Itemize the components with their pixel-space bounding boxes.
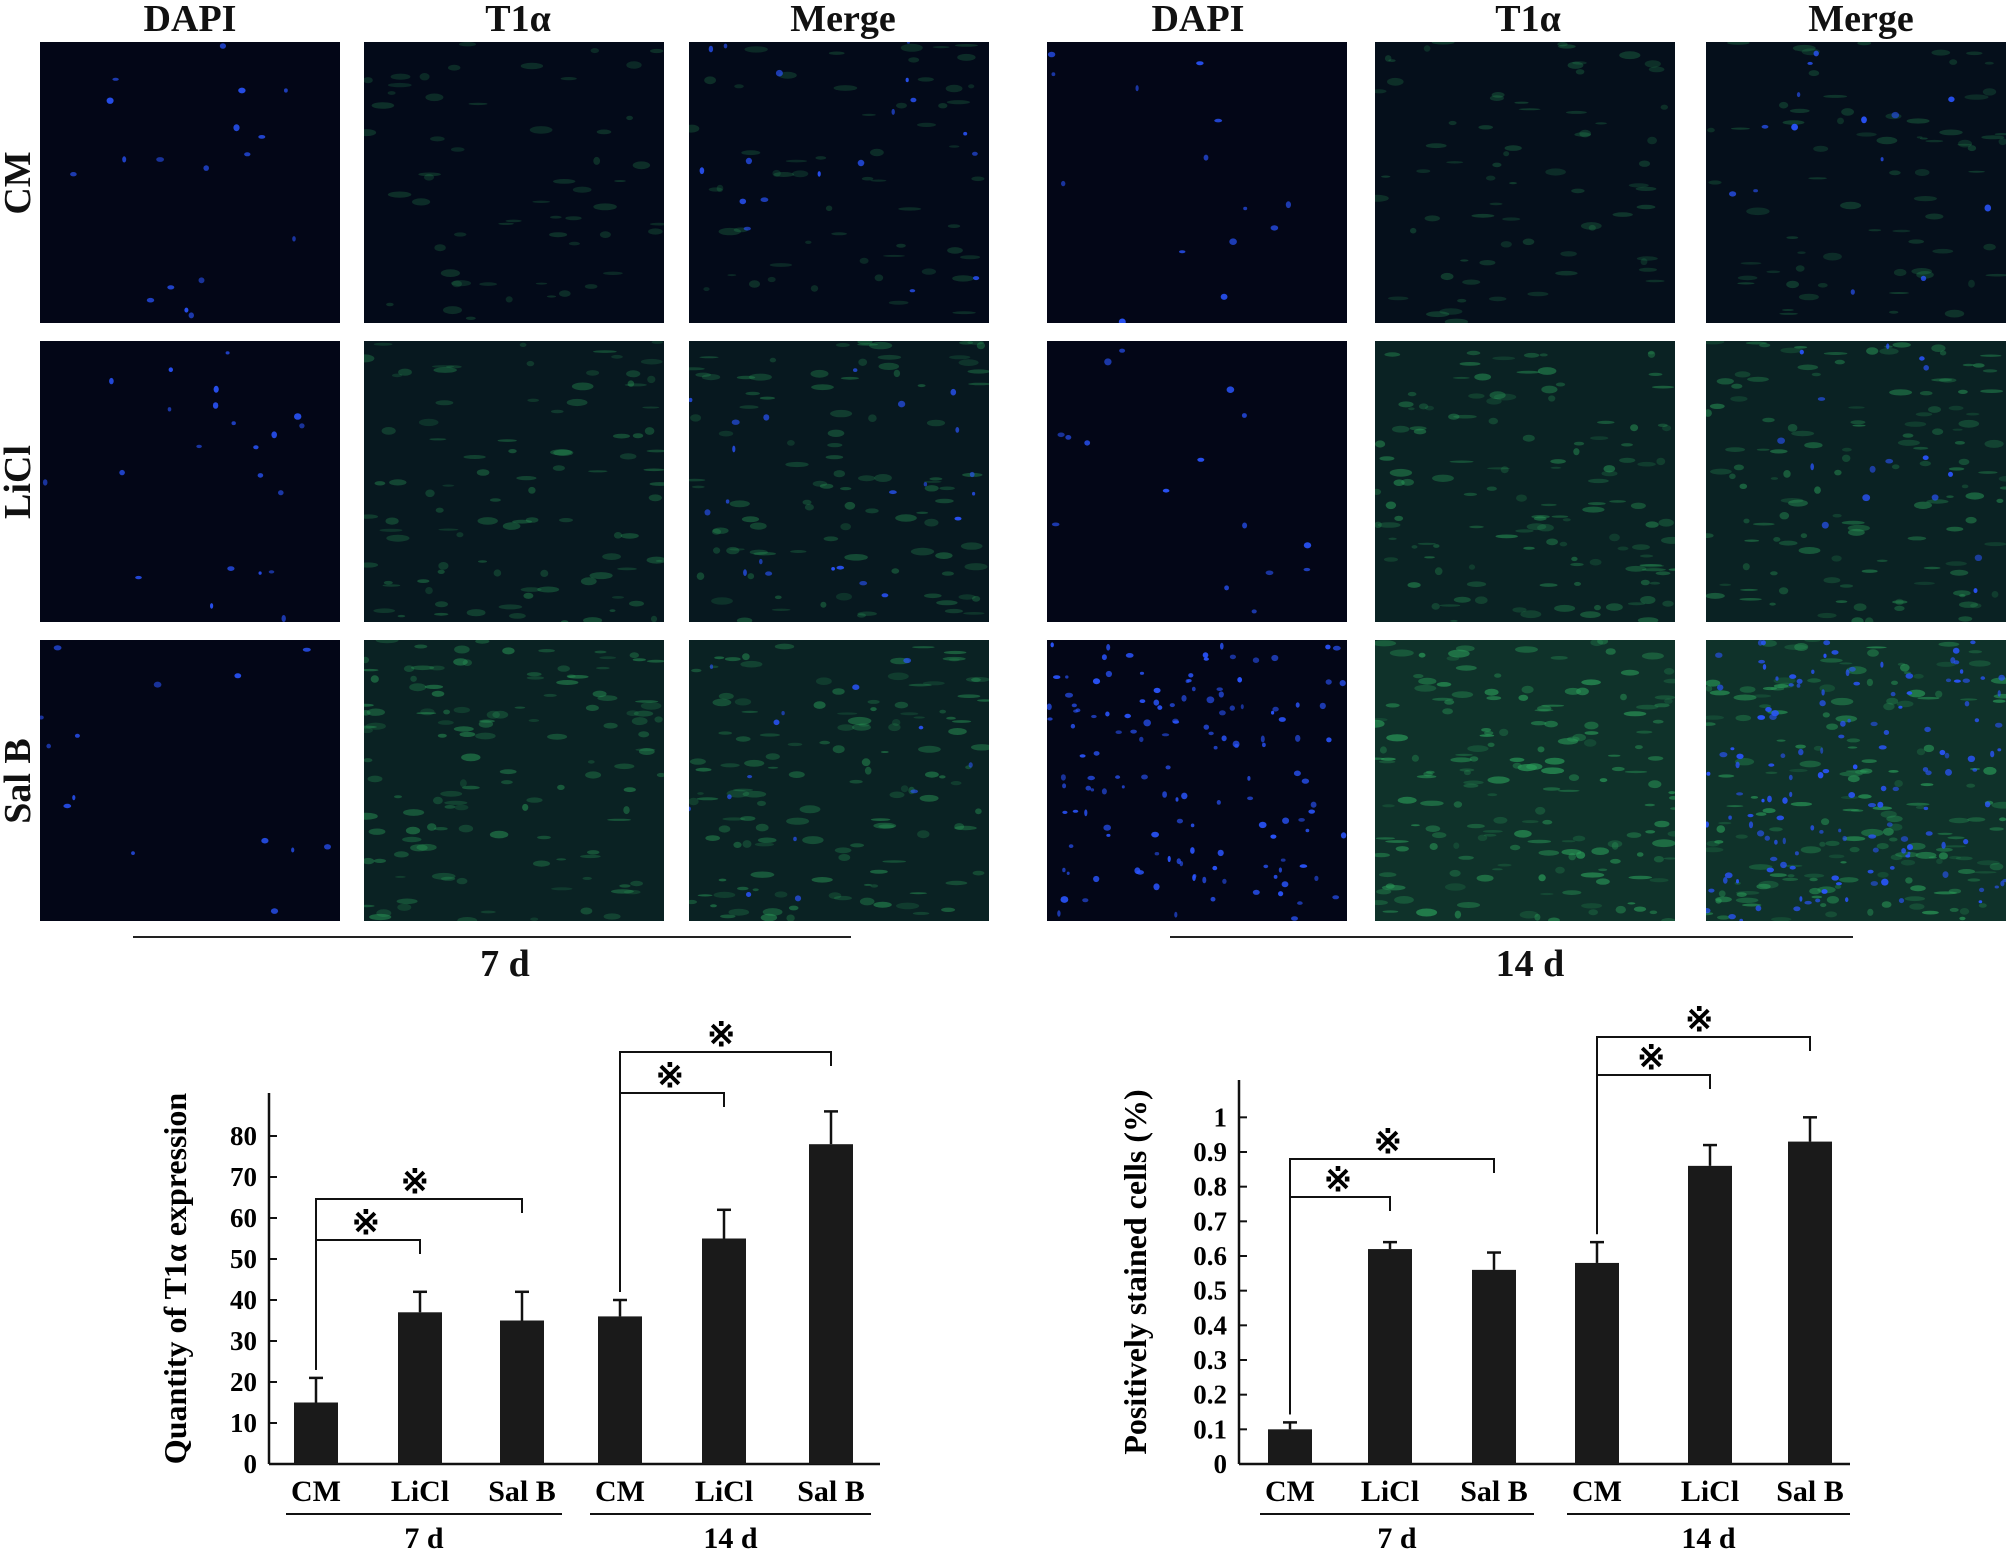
bar-right-5 — [1788, 1141, 1832, 1464]
y-tick-label-right: 0.3 — [1193, 1345, 1227, 1375]
micrograph-licl-t1a-14d — [1375, 341, 1675, 622]
micrograph-salb-merge-14d — [1706, 640, 2006, 921]
column-header-merge-14d: Merge — [1808, 0, 1914, 40]
y-tick-label-right: 0.7 — [1193, 1206, 1227, 1236]
category-label-right-1: LiCl — [1361, 1475, 1419, 1508]
micrograph-salb-dapi-14d — [1047, 640, 1347, 921]
category-label-right-0: CM — [1265, 1475, 1315, 1508]
group-label-right-0: 7 d — [1377, 1522, 1417, 1552]
significance-mark-right-3: ※ — [1685, 1002, 1714, 1039]
micrograph-cm-dapi-14d — [1047, 42, 1347, 323]
group-label-left-1: 14 d — [703, 1522, 758, 1552]
significance-bracket-right-1 — [1289, 1158, 1495, 1415]
micrograph-cm-t1a-7d — [364, 42, 664, 323]
micrograph-salb-dapi-7d — [40, 640, 340, 921]
column-header-t1a-14d: T1α — [1495, 0, 1561, 40]
significance-bracket-right-3 — [1596, 1036, 1811, 1235]
category-label-right-3: CM — [1572, 1475, 1622, 1508]
group-label-right-1: 14 d — [1681, 1522, 1736, 1552]
y-tick-label-left: 0 — [244, 1449, 258, 1479]
category-label-right-2: Sal B — [1460, 1475, 1528, 1508]
y-tick-label-right: 0.8 — [1193, 1172, 1227, 1202]
timepoint-line-14d — [1170, 936, 1853, 938]
y-tick-label-right: 0.6 — [1193, 1241, 1227, 1271]
category-label-left-0: CM — [291, 1475, 341, 1508]
significance-mark-left-0: ※ — [352, 1205, 381, 1242]
micrograph-licl-dapi-7d — [40, 341, 340, 622]
significance-bracket-left-3 — [619, 1051, 832, 1292]
category-label-right-4: LiCl — [1681, 1475, 1739, 1508]
bar-right-3 — [1575, 1262, 1619, 1464]
y-tick-label-left: 20 — [230, 1367, 257, 1397]
micrograph-cm-merge-7d — [689, 42, 989, 323]
bar-left-1 — [398, 1312, 442, 1464]
y-tick-label-right: 0.2 — [1193, 1380, 1227, 1410]
micrograph-licl-t1a-7d — [364, 341, 664, 622]
micrograph-cm-t1a-14d — [1375, 42, 1675, 323]
bar-left-3 — [598, 1316, 642, 1464]
bar-right-2 — [1472, 1269, 1516, 1464]
y-axis-label-right: Positively stained cells (%) — [1117, 1089, 1153, 1454]
category-label-left-1: LiCl — [391, 1475, 449, 1508]
micrograph-salb-t1a-14d — [1375, 640, 1675, 921]
column-header-merge-7d: Merge — [790, 0, 896, 40]
bar-left-2 — [500, 1320, 544, 1464]
y-tick-label-right: 0.5 — [1193, 1276, 1227, 1306]
bar-left-4 — [702, 1238, 746, 1464]
significance-bracket-left-1 — [315, 1198, 523, 1370]
category-label-left-3: CM — [595, 1475, 645, 1508]
micrograph-salb-merge-7d — [689, 640, 989, 921]
timepoint-label-7d: 7 d — [480, 943, 530, 985]
significance-mark-right-2: ※ — [1637, 1040, 1666, 1077]
bar-right-0 — [1268, 1429, 1312, 1464]
micrograph-cm-dapi-7d — [40, 42, 340, 323]
timepoint-label-14d: 14 d — [1495, 943, 1565, 985]
significance-mark-left-3: ※ — [707, 1017, 736, 1054]
category-label-right-5: Sal B — [1776, 1475, 1844, 1508]
y-tick-label-left: 30 — [230, 1326, 257, 1356]
y-tick-label-left: 80 — [230, 1121, 257, 1151]
y-tick-label-right: 0.1 — [1193, 1414, 1227, 1444]
micrograph-salb-t1a-7d — [364, 640, 664, 921]
column-header-dapi-7d: DAPI — [143, 0, 237, 40]
significance-mark-left-1: ※ — [401, 1164, 430, 1201]
y-tick-label-right: 1 — [1214, 1102, 1228, 1132]
micrograph-cm-merge-14d — [1706, 42, 2006, 323]
y-tick-label-left: 40 — [230, 1285, 257, 1315]
y-axis-label-left: Quantity of T1α expression — [157, 1093, 193, 1465]
y-tick-label-left: 70 — [230, 1162, 257, 1192]
bar-left-0 — [294, 1402, 338, 1464]
y-tick-label-right: 0.4 — [1193, 1310, 1227, 1340]
y-tick-label-right: 0.9 — [1193, 1137, 1227, 1167]
significance-mark-left-2: ※ — [656, 1058, 685, 1095]
category-label-left-5: Sal B — [797, 1475, 865, 1508]
group-label-left-0: 7 d — [404, 1522, 444, 1552]
bar-right-1 — [1368, 1249, 1412, 1464]
timepoint-line-7d — [133, 936, 851, 938]
y-tick-label-left: 60 — [230, 1203, 257, 1233]
significance-mark-right-0: ※ — [1324, 1162, 1353, 1199]
category-label-left-4: LiCl — [695, 1475, 753, 1508]
micrograph-licl-dapi-14d — [1047, 341, 1347, 622]
category-label-left-2: Sal B — [488, 1475, 556, 1508]
micrograph-licl-merge-7d — [689, 341, 989, 622]
significance-mark-right-1: ※ — [1374, 1124, 1403, 1161]
y-tick-label-right: 0 — [1214, 1449, 1228, 1479]
micrograph-licl-merge-14d — [1706, 341, 2006, 622]
column-header-t1a-7d: T1α — [485, 0, 551, 40]
column-header-dapi-14d: DAPI — [1151, 0, 1245, 40]
y-tick-label-left: 50 — [230, 1244, 257, 1274]
bar-right-4 — [1688, 1165, 1732, 1464]
y-tick-label-left: 10 — [230, 1408, 257, 1438]
bar-left-5 — [809, 1144, 853, 1464]
